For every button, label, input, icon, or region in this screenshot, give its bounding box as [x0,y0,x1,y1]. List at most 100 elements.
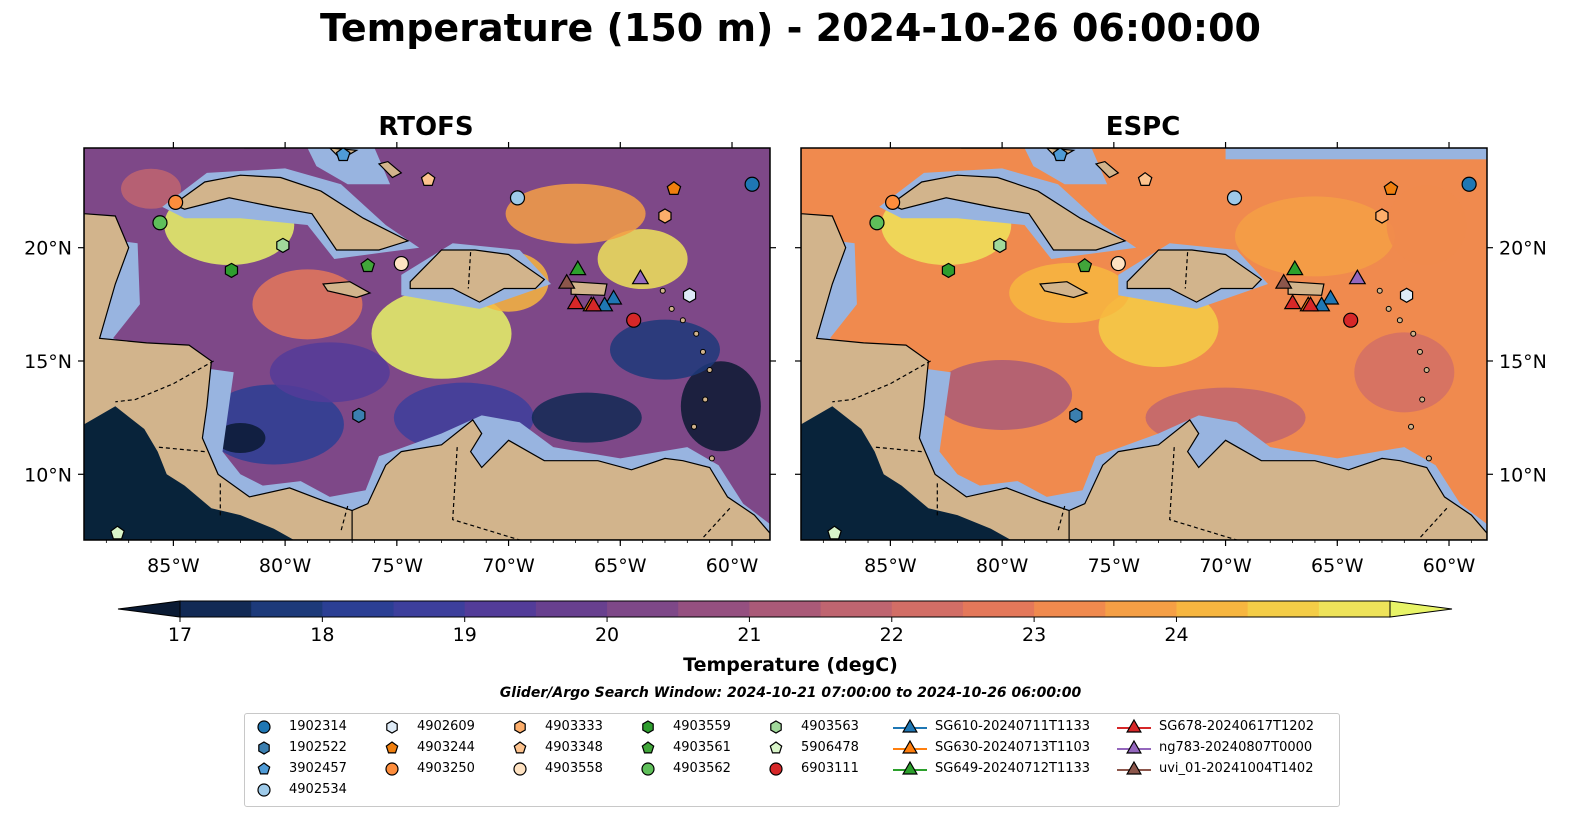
country-border [832,360,931,403]
triangle-marker-icon [893,739,927,754]
station-marker [1285,259,1304,276]
station-marker [604,289,623,305]
station-marker [1274,273,1293,289]
lat-tick-label: 15°N [24,351,72,373]
lon-tick-label: 80°W [976,555,1029,577]
island [1416,348,1423,355]
country-border [467,252,472,289]
land-mass [570,281,608,296]
island [708,455,715,462]
colorbar-tick-label: 23 [1022,624,1046,646]
station-marker [1375,208,1389,224]
temperature-patch [505,183,646,244]
lat-tick-label: 20°N [24,238,72,260]
island [702,396,709,403]
lat-tick-label: 20°N [1499,238,1547,260]
colorbar-segment [962,601,1035,617]
island [659,287,666,294]
colorbar-segment [393,601,466,617]
land-mass [889,174,1127,251]
colorbar-tick-label: 19 [453,624,477,646]
station-marker [1069,407,1083,424]
country-border [1184,252,1189,289]
lon-tick-label: 85°W [864,555,917,577]
legend-marker [1126,739,1142,754]
colorbar-segment [891,601,964,617]
island [1408,423,1415,430]
hexagon-marker-icon [258,741,270,755]
legend-marker [514,720,526,734]
page-title: Temperature (150 m) - 2024-10-26 06:00:0… [319,6,1261,50]
legend-marker [386,720,398,734]
legend-marker [258,741,270,755]
island [1423,367,1430,374]
station-marker [1283,293,1302,310]
colorbar-segment [464,601,537,617]
station-marker [1137,171,1153,187]
masked-region [84,406,294,540]
temperature-patch [597,229,688,290]
legend-marker [769,741,783,754]
triangle-marker-icon [1117,760,1151,775]
temperature-patch [215,423,266,454]
temperature-patch [371,288,512,379]
pentagon-marker-icon [769,741,783,754]
station-marker [1343,312,1359,328]
station-marker [1321,289,1340,305]
legend-marker [902,718,918,733]
legend-label: 5906478 [801,740,859,755]
legend-marker [902,760,918,775]
legend-marker [1126,718,1142,733]
axis-labels: 85°W 80°W 75°W 70°W 65°W 60°W 85°W 80°W 75°W 70°W… [24,142,1547,577]
legend-marker [257,783,271,797]
island [693,330,700,337]
temperature-patch [1234,196,1395,277]
triangle-marker-icon [893,718,927,733]
pentagon-marker-icon [513,741,527,754]
legend-label: 4902609 [417,719,475,734]
panel-title-rtofs: RTOFS [378,112,474,142]
lon-tick-label: 60°W [706,555,759,577]
station-marker [1110,255,1126,272]
station-marker [682,287,697,303]
station-marker [509,190,526,206]
legend-label: SG630-20240713T1103 [935,740,1091,755]
station-marker [1399,287,1414,303]
hexagon-marker-icon [642,720,654,734]
colorbar-label: Temperature (degC) [683,654,898,676]
country-border [874,446,922,453]
temperature-patch [932,359,1073,430]
colorbar-segment [1034,601,1106,617]
legend-marker [1126,760,1142,775]
legend-label: 1902522 [289,740,347,755]
land-mass [84,148,376,540]
island [1385,305,1392,312]
triangle-marker-icon [893,760,927,775]
station-marker [1383,181,1399,196]
legend-marker [641,762,655,776]
map-panel-espc [800,147,1488,541]
land-mass [1094,160,1120,179]
map-panel-rtofs [83,147,771,541]
island [1396,317,1403,324]
station-marker [941,262,956,279]
legend-label: 4903558 [545,761,603,776]
colorbar-segment [820,601,893,617]
map-frame [800,147,1488,541]
station-marker [1077,258,1093,273]
station-marker [1348,269,1367,285]
island [706,367,713,374]
legend-marker [257,720,271,734]
shelf-region [1024,148,1108,185]
station-marker [568,259,587,276]
colorbar-tick-label: 22 [880,624,904,646]
station-marker [1052,148,1068,162]
colorbar-extend-low [117,600,181,618]
island [1376,287,1383,294]
temperature-patch [1354,332,1455,413]
colorbar-segment [251,601,323,617]
station-marker [744,176,760,192]
circle-marker-icon [513,762,527,776]
legend-label: ng783-20240807T0000 [1159,740,1313,755]
pentagon-marker-icon [641,741,655,754]
